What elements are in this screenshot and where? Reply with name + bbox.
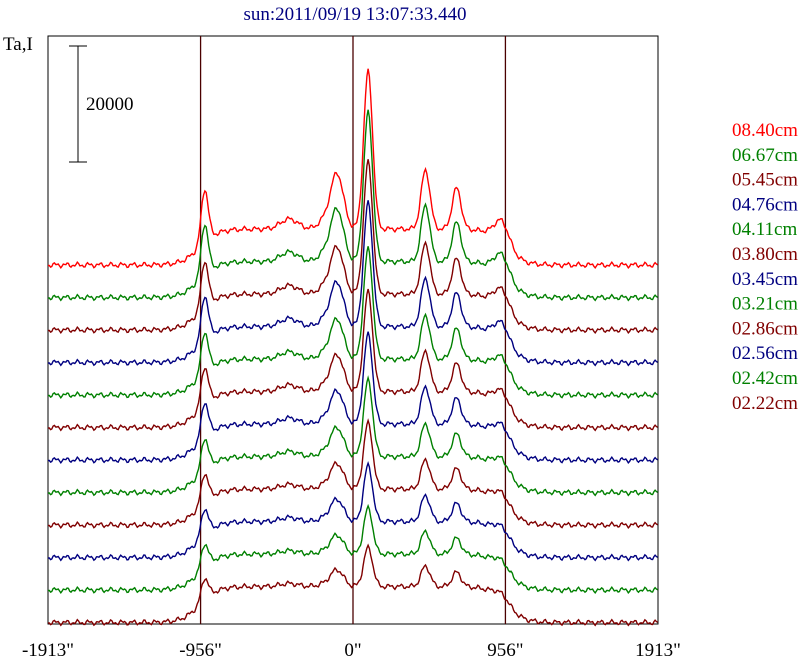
legend-entry: 04.11cm [732,219,797,240]
series-line-02.56cm [48,460,658,562]
legend-entry: 02.86cm [732,318,798,339]
legend-entry: 03.80cm [732,244,798,265]
x-tick-labels: -1913" -956" 0" 956" 1913" [22,640,681,661]
scale-bar: 20000 [69,45,134,163]
series-line-02.86cm [48,418,658,530]
x-tick-label: 1913" [635,640,681,661]
scale-bar-label: 20000 [86,94,134,115]
series-line-04.76cm [48,200,658,367]
series-line-03.80cm [48,288,658,432]
series-line-03.21cm [48,375,658,497]
x-tick-label: 956" [487,640,523,661]
x-tick-label: -1913" [22,640,74,661]
x-tick-label: 0" [344,640,361,661]
legend-entry: 02.56cm [732,343,798,364]
series-line-03.45cm [48,331,658,465]
legend-entry: 02.42cm [732,368,798,389]
series-line-02.42cm [48,503,658,595]
reference-lines [199,36,507,624]
legend-entry: 06.67cm [732,145,798,166]
chart-title: sun:2011/09/19 13:07:33.440 [243,4,466,25]
legend-entry: 08.40cm [732,120,798,141]
legend-entry: 04.76cm [732,194,798,215]
x-tick-label: -956" [179,640,222,661]
legend-entry: 02.22cm [732,393,798,414]
series-traces [48,68,658,627]
series-line-06.67cm [48,109,658,302]
series-line-08.40cm [48,68,658,270]
legend-entry: 05.45cm [732,170,798,191]
series-line-05.45cm [48,159,658,335]
legend: 08.40cm 06.67cm 05.45cm 04.76cm 04.11cm 03.80… [732,120,798,414]
y-axis-label: Ta,I [3,34,33,55]
legend-entry: 03.45cm [732,269,798,290]
legend-entry: 03.21cm [732,294,798,315]
series-line-04.11cm [48,246,658,400]
series-line-02.22cm [48,543,658,627]
